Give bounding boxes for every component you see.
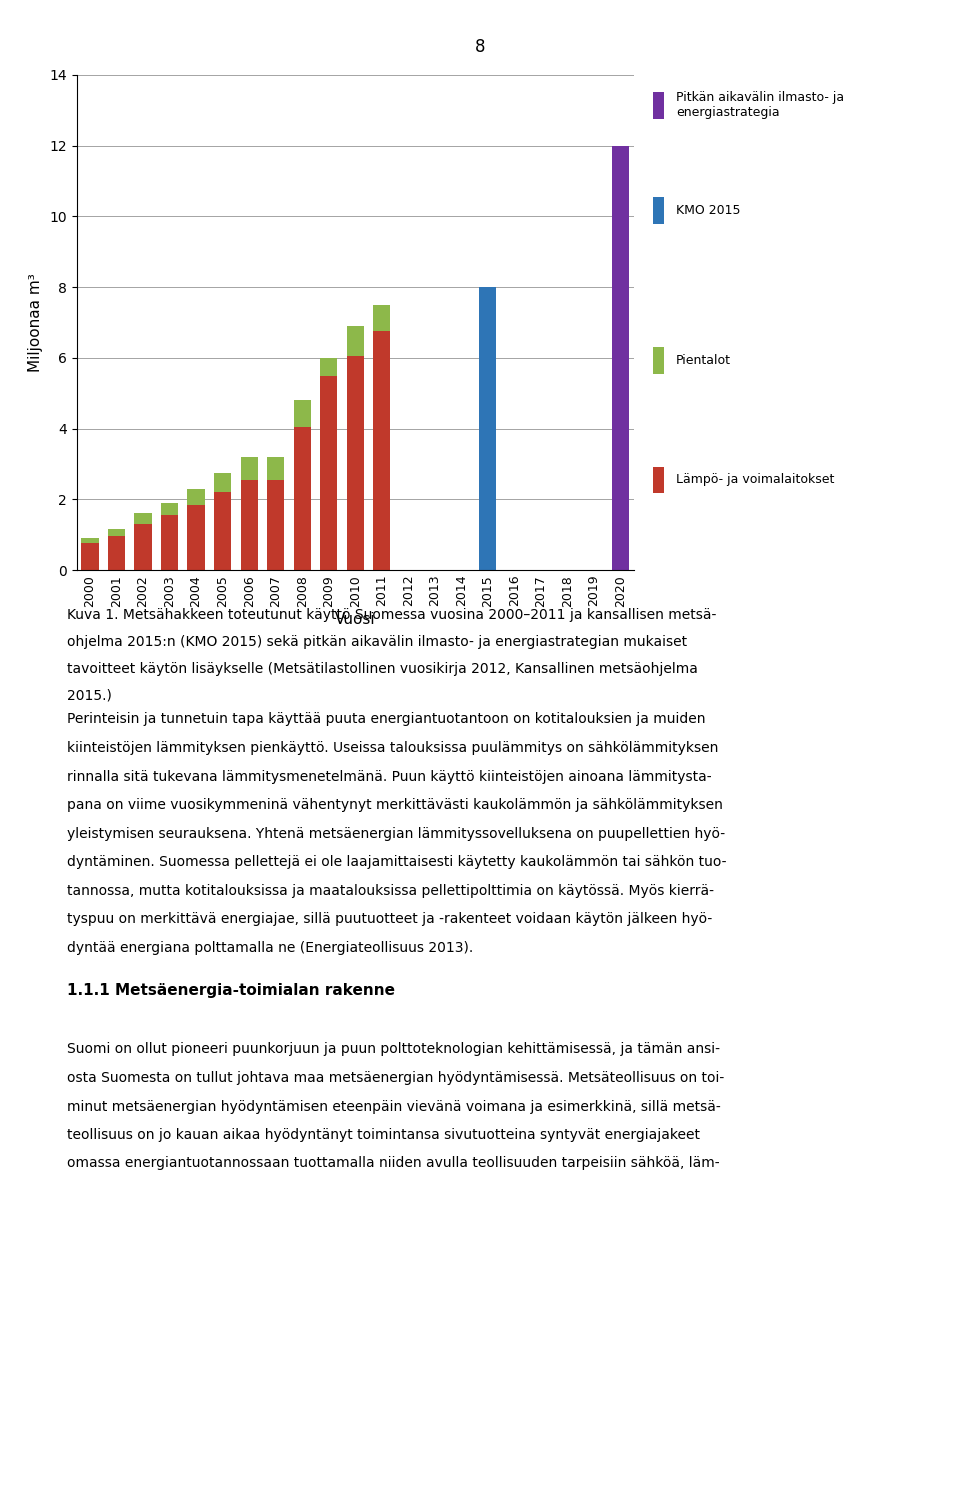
Y-axis label: Miljoonaa m³: Miljoonaa m³ bbox=[28, 273, 42, 372]
Text: 8: 8 bbox=[475, 38, 485, 56]
Text: dyntäminen. Suomessa pellettejä ei ole laajamittaisesti käytetty kaukolämmön tai: dyntäminen. Suomessa pellettejä ei ole l… bbox=[67, 855, 727, 868]
Text: KMO 2015: KMO 2015 bbox=[676, 204, 740, 216]
Bar bbox=[373, 304, 391, 332]
Text: tyspuu on merkittävä energiajae, sillä puutuotteet ja -rakenteet voidaan käytön : tyspuu on merkittävä energiajae, sillä p… bbox=[67, 912, 712, 926]
Bar bbox=[479, 286, 496, 570]
Bar bbox=[294, 427, 311, 570]
Bar bbox=[187, 504, 204, 570]
Text: kiinteistöjen lämmityksen pienkäyttö. Useissa talouksissa puulämmitys on sähkölä: kiinteistöjen lämmityksen pienkäyttö. Us… bbox=[67, 741, 719, 754]
Text: teollisuus on jo kauan aikaa hyödyntänyt toimintansa sivutuotteina syntyvät ener: teollisuus on jo kauan aikaa hyödyntänyt… bbox=[67, 1128, 700, 1142]
Bar bbox=[82, 543, 99, 570]
Text: osta Suomesta on tullut johtava maa metsäenergian hyödyntämisessä. Metsäteollisu: osta Suomesta on tullut johtava maa mets… bbox=[67, 1071, 725, 1084]
Bar bbox=[612, 500, 629, 570]
Text: minut metsäenergian hyödyntämisen eteenpäin vievänä voimana ja esimerkkinä, sill: minut metsäenergian hyödyntämisen eteenp… bbox=[67, 1100, 721, 1113]
Bar bbox=[187, 489, 204, 504]
Bar bbox=[294, 400, 311, 427]
Bar bbox=[320, 358, 337, 375]
Text: dyntää energiana polttamalla ne (Energiateollisuus 2013).: dyntää energiana polttamalla ne (Energia… bbox=[67, 940, 473, 954]
Bar bbox=[267, 480, 284, 570]
Text: Perinteisin ja tunnetuin tapa käyttää puuta energiantuotantoon on kotitalouksien: Perinteisin ja tunnetuin tapa käyttää pu… bbox=[67, 712, 706, 726]
Bar bbox=[347, 356, 364, 570]
Bar bbox=[347, 326, 364, 356]
Text: Suomi on ollut pioneeri puunkorjuun ja puun polttoteknologian kehittämisessä, ja: Suomi on ollut pioneeri puunkorjuun ja p… bbox=[67, 1042, 720, 1056]
Bar bbox=[108, 530, 125, 537]
Text: 2015.): 2015.) bbox=[67, 688, 112, 702]
Text: Pitkän aikavälin ilmasto- ja
energiastrategia: Pitkän aikavälin ilmasto- ja energiastra… bbox=[676, 92, 844, 118]
Bar bbox=[612, 146, 629, 570]
Text: Pientalot: Pientalot bbox=[676, 354, 731, 366]
Bar bbox=[373, 332, 391, 570]
Bar bbox=[134, 513, 152, 523]
Text: Lämpö- ja voimalaitokset: Lämpö- ja voimalaitokset bbox=[676, 474, 834, 486]
Bar bbox=[267, 458, 284, 480]
Bar bbox=[108, 537, 125, 570]
Bar bbox=[241, 458, 257, 480]
Bar bbox=[161, 514, 179, 570]
Bar bbox=[320, 375, 337, 570]
Bar bbox=[214, 492, 231, 570]
Bar bbox=[214, 472, 231, 492]
Text: tannossa, mutta kotitalouksissa ja maatalouksissa pellettipolttimia on käytössä.: tannossa, mutta kotitalouksissa ja maata… bbox=[67, 884, 714, 897]
Bar bbox=[161, 503, 179, 515]
Text: ohjelma 2015:n (KMO 2015) sekä pitkän aikavälin ilmasto- ja energiastrategian mu: ohjelma 2015:n (KMO 2015) sekä pitkän ai… bbox=[67, 634, 687, 648]
Text: pana on viime vuosikymmeninä vähentynyt merkittävästi kaukolämmön ja sähkölämmit: pana on viime vuosikymmeninä vähentynyt … bbox=[67, 798, 723, 812]
Bar bbox=[82, 538, 99, 543]
Text: omassa energiantuotannossaan tuottamalla niiden avulla teollisuuden tarpeisiin s: omassa energiantuotannossaan tuottamalla… bbox=[67, 1156, 720, 1170]
Text: tavoitteet käytön lisäykselle (Metsätilastollinen vuosikirja 2012, Kansallinen m: tavoitteet käytön lisäykselle (Metsätila… bbox=[67, 662, 698, 675]
Text: yleistymisen seurauksena. Yhtenä metsäenergian lämmityssovelluksena on puupellet: yleistymisen seurauksena. Yhtenä metsäen… bbox=[67, 827, 726, 840]
X-axis label: Vuosi: Vuosi bbox=[335, 612, 375, 627]
Bar bbox=[612, 489, 629, 500]
Text: rinnalla sitä tukevana lämmitysmenetelmänä. Puun käyttö kiinteistöjen ainoana lä: rinnalla sitä tukevana lämmitysmenetelmä… bbox=[67, 770, 711, 783]
Bar bbox=[134, 524, 152, 570]
Text: Kuva 1. Metsähakkeen toteutunut käyttö Suomessa vuosina 2000–2011 ja kansallisen: Kuva 1. Metsähakkeen toteutunut käyttö S… bbox=[67, 608, 716, 621]
Text: 1.1.1 Metsäenergia-toimialan rakenne: 1.1.1 Metsäenergia-toimialan rakenne bbox=[67, 982, 396, 998]
Bar bbox=[241, 480, 257, 570]
